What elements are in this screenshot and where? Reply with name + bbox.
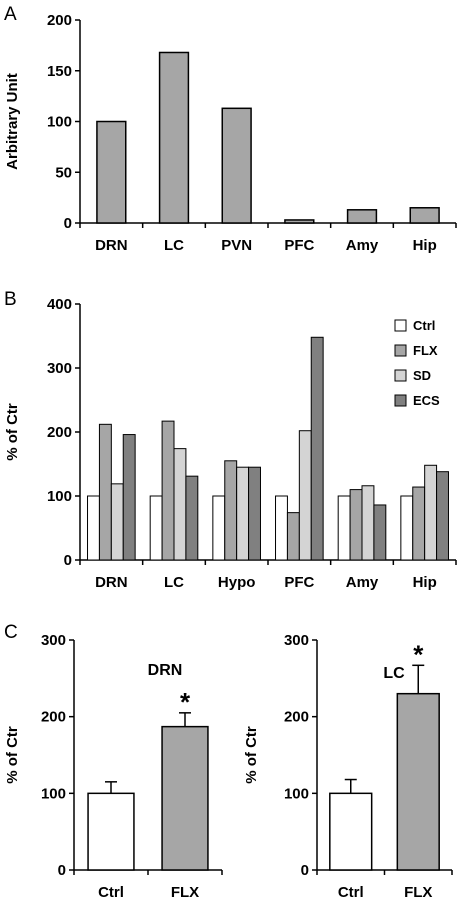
bar-hypo-sd — [236, 466, 250, 561]
y-tick-label-200: 200 — [41, 709, 66, 726]
y-tick-label-50: 50 — [55, 164, 72, 181]
bar-drn-flx — [98, 423, 112, 561]
bar-lc-ctrl — [149, 495, 163, 561]
x-tick-label-pfc: PFC — [284, 574, 314, 591]
legend-label-ctrl: Ctrl — [413, 318, 435, 333]
x-tick-label-amy: Amy — [346, 574, 379, 591]
bar-flx — [161, 725, 209, 871]
x-tick-label-lc: LC — [164, 574, 184, 591]
bar-hip-sd — [424, 464, 438, 561]
chart-title: DRN — [148, 662, 183, 679]
bar-drn-sd — [110, 483, 124, 561]
legend-label-sd: SD — [413, 368, 431, 383]
significance-star: * — [180, 687, 191, 717]
bar-lc — [158, 51, 190, 224]
bar-ctrl — [87, 792, 135, 871]
y-axis-title: % of Ctr — [4, 726, 21, 784]
bar-hip-flx — [412, 486, 426, 561]
legend-swatch-ctrl — [394, 319, 407, 332]
x-tick-label-hip: Hip — [413, 237, 437, 254]
bar-amy-flx — [349, 489, 363, 561]
legend-swatch-sd — [394, 369, 407, 382]
panel-a-chart: 0 50 100 150 200 Arbitrary Unit DRN LC PVN PFC Amy… — [4, 12, 457, 254]
y-tick-label-150: 150 — [47, 63, 72, 80]
y-tick-label-100: 100 — [41, 785, 66, 802]
panel-a-letter: A — [4, 4, 17, 25]
bar-lc-sd — [173, 448, 187, 561]
y-tick-label-200: 200 — [284, 709, 309, 726]
y-tick-label-100: 100 — [47, 114, 72, 131]
x-tick-label-amy: Amy — [346, 237, 379, 254]
bar-pfc-ecs — [310, 336, 324, 561]
panel-c-drn-chart: 0 100 200 300 % of Ctr Ctrl FLX DRN * — [4, 632, 223, 901]
chart-title: LC — [383, 665, 405, 682]
bar-pvn — [221, 107, 252, 224]
y-tick-label-100: 100 — [284, 785, 309, 802]
x-tick-label-flx: FLX — [404, 884, 432, 901]
x-tick-label-lc: LC — [164, 237, 184, 254]
bar-amy — [346, 209, 378, 224]
bar-pfc-sd — [298, 430, 312, 561]
x-tick-label-drn: DRN — [95, 237, 128, 254]
significance-star: * — [413, 639, 424, 669]
bar-hypo-ecs — [248, 466, 261, 561]
bar-pfc — [284, 219, 315, 224]
y-axis-title: % of Ctr — [243, 726, 260, 784]
bar-hip — [409, 207, 440, 224]
bar-drn — [96, 120, 127, 224]
bar-hip-ctrl — [400, 495, 414, 561]
bar-pfc-ctrl — [275, 495, 288, 561]
bar-lc-ecs — [185, 475, 199, 561]
bar-amy-ctrl — [337, 495, 351, 561]
y-tick-label-300: 300 — [284, 632, 309, 649]
y-tick-label-0: 0 — [64, 215, 72, 232]
y-tick-label-0: 0 — [301, 862, 309, 879]
y-axis-title: % of Ctr — [4, 403, 21, 461]
x-tick-label-pvn: PVN — [221, 237, 252, 254]
bar-flx — [396, 692, 440, 871]
bar-hypo-flx — [224, 460, 238, 561]
bar-amy-sd — [361, 485, 375, 561]
bar-lc-flx — [161, 420, 175, 561]
y-tick-label-300: 300 — [41, 632, 66, 649]
y-tick-label-0: 0 — [64, 552, 72, 569]
bar-hypo-ctrl — [212, 495, 226, 561]
panel-b-letter: B — [4, 289, 17, 310]
x-tick-label-hip: Hip — [413, 574, 437, 591]
x-tick-label-drn: DRN — [95, 574, 128, 591]
bar-drn-ctrl — [87, 495, 100, 561]
y-tick-label-200: 200 — [47, 12, 72, 29]
legend-swatch-ecs — [394, 394, 407, 407]
legend-label-ecs: ECS — [413, 393, 440, 408]
bar-pfc-flx — [286, 512, 300, 561]
panel-b-chart: 0 100 200 300 400 % of Ctr DRN LC Hypo PFC Amy Hip C… — [4, 296, 457, 591]
panel-c-letter: C — [4, 622, 18, 643]
x-tick-label-flx: FLX — [171, 884, 199, 901]
y-tick-label-400: 400 — [47, 296, 72, 313]
legend-swatch-flx — [394, 344, 407, 357]
x-tick-label-ctrl: Ctrl — [98, 884, 124, 901]
bar-hip-ecs — [436, 471, 449, 561]
y-tick-label-0: 0 — [58, 862, 66, 879]
x-tick-label-ctrl: Ctrl — [338, 884, 364, 901]
panel-c-lc-chart: 0 100 200 300 % of Ctr Ctrl FLX LC * — [243, 632, 453, 901]
x-tick-label-hypo: Hypo — [218, 574, 256, 591]
y-tick-label-100: 100 — [47, 488, 72, 505]
bar-amy-ecs — [373, 504, 387, 561]
bar-drn-ecs — [122, 434, 136, 561]
y-axis-title: Arbitrary Unit — [4, 73, 21, 170]
y-tick-label-200: 200 — [47, 424, 72, 441]
legend-label-flx: FLX — [413, 343, 438, 358]
x-tick-label-pfc: PFC — [284, 237, 314, 254]
y-tick-label-300: 300 — [47, 360, 72, 377]
bar-ctrl — [329, 792, 373, 871]
